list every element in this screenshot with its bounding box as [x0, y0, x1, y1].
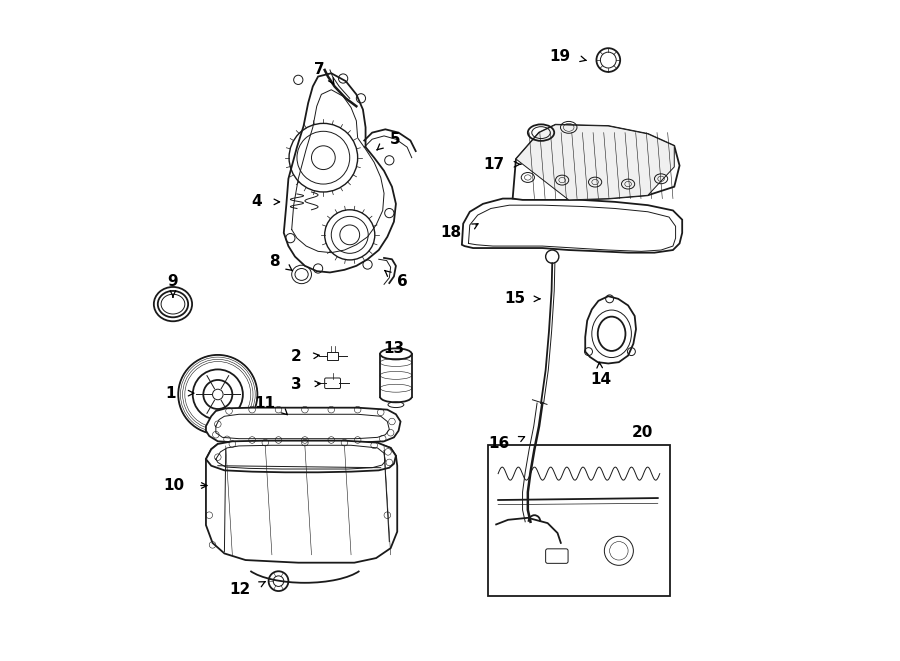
Text: 8: 8	[269, 254, 280, 269]
Text: 4: 4	[251, 194, 262, 210]
Text: 3: 3	[291, 377, 302, 392]
Text: 5: 5	[390, 132, 400, 147]
Text: 19: 19	[549, 49, 570, 63]
Bar	[328, 352, 338, 360]
Bar	[489, 446, 670, 596]
Text: 1: 1	[166, 385, 176, 401]
Text: 17: 17	[483, 157, 505, 172]
Polygon shape	[284, 73, 396, 272]
Text: 12: 12	[230, 582, 251, 597]
Polygon shape	[206, 441, 396, 473]
Polygon shape	[585, 296, 636, 364]
Text: 6: 6	[397, 274, 408, 289]
Text: 16: 16	[488, 436, 509, 451]
Text: 11: 11	[254, 395, 275, 410]
Text: 20: 20	[632, 425, 653, 440]
Polygon shape	[206, 408, 400, 443]
Text: 7: 7	[314, 62, 325, 77]
Polygon shape	[513, 125, 680, 200]
Text: 9: 9	[167, 274, 178, 289]
Polygon shape	[462, 198, 682, 253]
Text: 14: 14	[590, 372, 611, 387]
Text: 10: 10	[164, 478, 184, 493]
Text: 15: 15	[505, 292, 526, 306]
Text: 18: 18	[441, 225, 462, 241]
Polygon shape	[516, 125, 674, 200]
Polygon shape	[206, 443, 397, 563]
Text: 2: 2	[291, 350, 302, 364]
Text: 13: 13	[383, 342, 404, 356]
